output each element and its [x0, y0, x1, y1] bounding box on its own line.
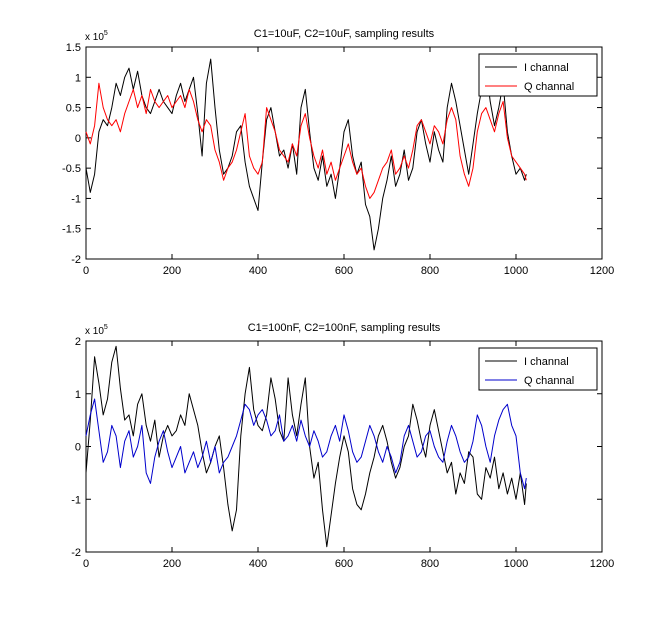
x-tick-label: 200 — [163, 265, 181, 277]
x-tick-label: 0 — [83, 265, 89, 277]
y-tick-label: -0.5 — [62, 163, 81, 175]
y-tick-label: -1.5 — [62, 224, 81, 236]
y-tick-label: -1 — [71, 193, 81, 205]
x-tick-label: 0 — [83, 558, 89, 570]
y-tick-label: 1.5 — [66, 42, 81, 54]
axis-exponent: x 105 — [85, 324, 108, 337]
plot-area: 0 200 400 600 800 1000 1200 -2 -1 0 1 2 — [71, 336, 614, 570]
y-tick-label: 0 — [75, 442, 81, 454]
x-tick-label: 1200 — [590, 265, 614, 277]
x-tick-label: 400 — [249, 558, 267, 570]
y-tick-label: 1 — [75, 389, 81, 401]
axis-exponent-power: 5 — [104, 30, 108, 37]
series-line — [85, 82, 527, 199]
x-tick-label: 800 — [421, 265, 439, 277]
axis-exponent-power: 5 — [104, 324, 108, 331]
axis-exponent: x 105 — [85, 30, 108, 43]
y-tick-label: 0 — [75, 133, 81, 145]
legend-label: I channal — [524, 356, 569, 368]
legend: I channal Q channal — [478, 347, 598, 391]
legend-label: Q channal — [524, 81, 574, 93]
x-tick-label: 600 — [335, 558, 353, 570]
chart-bottom: C1=100nF, C2=100nF, sampling results x 1… — [71, 322, 614, 570]
y-tick-label: -2 — [71, 254, 81, 266]
y-tick-label: 1 — [75, 72, 81, 84]
legend: I channal Q channal — [478, 53, 598, 97]
series-line — [85, 58, 527, 251]
chart-top: C1=10uF, C2=10uF, sampling results x 105… — [62, 28, 614, 277]
y-tick-label: 2 — [75, 336, 81, 348]
axis-exponent-base: x 10 — [85, 326, 104, 337]
legend-label: Q channal — [524, 375, 574, 387]
chart-title: C1=100nF, C2=100nF, sampling results — [248, 322, 441, 334]
x-tick-label: 1000 — [504, 558, 528, 570]
series-line — [85, 345, 527, 548]
axis-exponent-base: x 10 — [85, 32, 104, 43]
chart-title: C1=10uF, C2=10uF, sampling results — [254, 28, 435, 40]
y-tick-label: -1 — [71, 494, 81, 506]
x-tick-label: 1200 — [590, 558, 614, 570]
x-tick-label: 200 — [163, 558, 181, 570]
legend-box — [478, 53, 598, 97]
y-tick-label: 0.5 — [66, 103, 81, 115]
x-tick-label: 600 — [335, 265, 353, 277]
legend-label: I channal — [524, 62, 569, 74]
series-line — [85, 398, 527, 490]
x-tick-label: 1000 — [504, 265, 528, 277]
x-tick-label: 400 — [249, 265, 267, 277]
x-tick-label: 800 — [421, 558, 439, 570]
y-tick-label: -2 — [71, 547, 81, 559]
legend-box — [478, 347, 598, 391]
